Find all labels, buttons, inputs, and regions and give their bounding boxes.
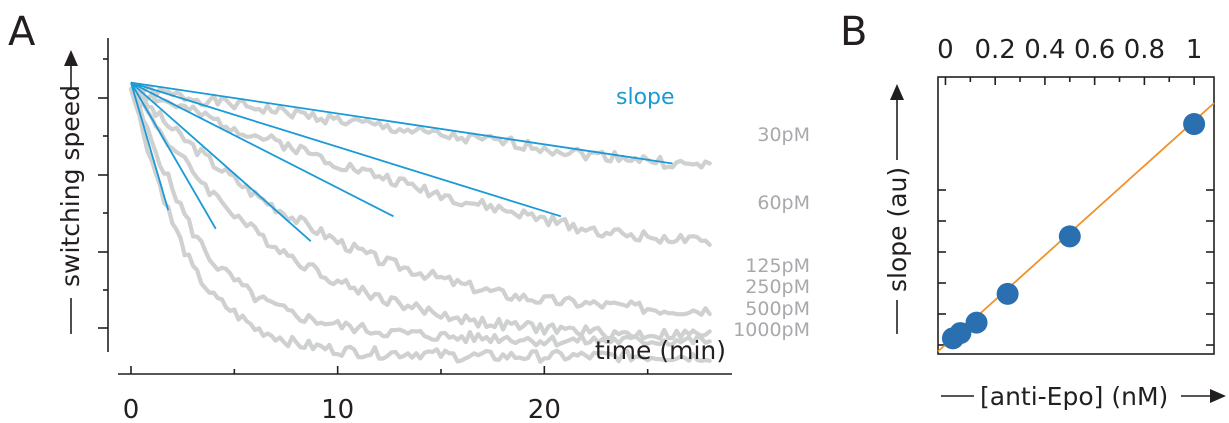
panel-a-y-axis-title: switching speed [56,85,85,287]
panel-a-x-ticks: 0 10 20 [123,366,649,423]
series-label-60pM: 60pM [757,192,810,214]
panel-b-x-ticks: 0 0.2 0.4 0.6 0.8 1 [937,35,1202,85]
slope-annotation: slope [616,85,675,110]
panel-a-label: A [8,9,36,55]
x-tick-label: 0 [123,395,140,423]
x-tick-label: 20 [528,395,561,423]
panel-b-x-axis-title: [anti-Epo] (nM) [980,382,1168,411]
panel-b-plot-frame [937,76,1215,355]
panel-b-label: B [840,9,867,55]
trace-250pM [128,86,712,341]
data-point [965,311,988,334]
trace-500pM [128,86,712,348]
data-point [1183,113,1206,136]
panel-a-x-axis-title: time (min) [595,336,726,365]
panel-b-points [941,113,1206,350]
fit-line-1000pM [130,82,170,211]
series-label-125pM: 125pM [745,255,810,277]
fit-line-250pM [130,81,312,242]
panel-b-chart: 0 0.2 0.4 0.6 0.8 1 [anti-Epo] (nM) slope (au… [883,35,1226,411]
calibration-fit-line [937,102,1215,353]
x-tick-label: 0.4 [1024,35,1065,65]
panel-b-y-axis-title: slope (au) [883,167,912,292]
panel-a-y-axis-title-group: switching speed [56,50,85,334]
x-tick-label: 0.2 [975,35,1016,65]
panel-b-fit-line [937,102,1215,353]
panel-b-y-axis-title-group: slope (au) [883,84,912,334]
fit-line-60pM [130,81,562,218]
panel-b-x-axis-title-group: [anti-Epo] (nM) [941,382,1226,411]
series-label-30pM: 30pM [757,124,810,146]
panel-b-y-ticks [938,189,1214,346]
x-tick-label: 10 [321,395,354,423]
fit-line-30pM [130,81,673,165]
data-point [1058,225,1081,248]
panel-a-fit-lines [130,81,673,242]
arrow-up-icon [64,50,78,66]
x-tick-label: 0.8 [1124,35,1165,65]
series-label-250pM: 250pM [745,276,810,298]
x-tick-label: 0 [937,35,954,65]
data-point [996,282,1019,305]
data-point [949,322,972,345]
trace-60pM [128,86,712,247]
panel-a-y-ticks [98,58,108,329]
arrow-up-icon [890,84,904,100]
series-label-1000pM: 1000pM [733,319,810,341]
trace-125pM [128,86,712,317]
series-label-500pM: 500pM [745,298,810,320]
x-tick-label: 1 [1186,35,1203,65]
fit-line-500pM [130,82,217,230]
x-tick-label: 0.6 [1074,35,1115,65]
arrow-right-icon [1210,389,1226,403]
trace-1000pM [128,86,712,364]
fit-line-125pM [130,81,394,218]
